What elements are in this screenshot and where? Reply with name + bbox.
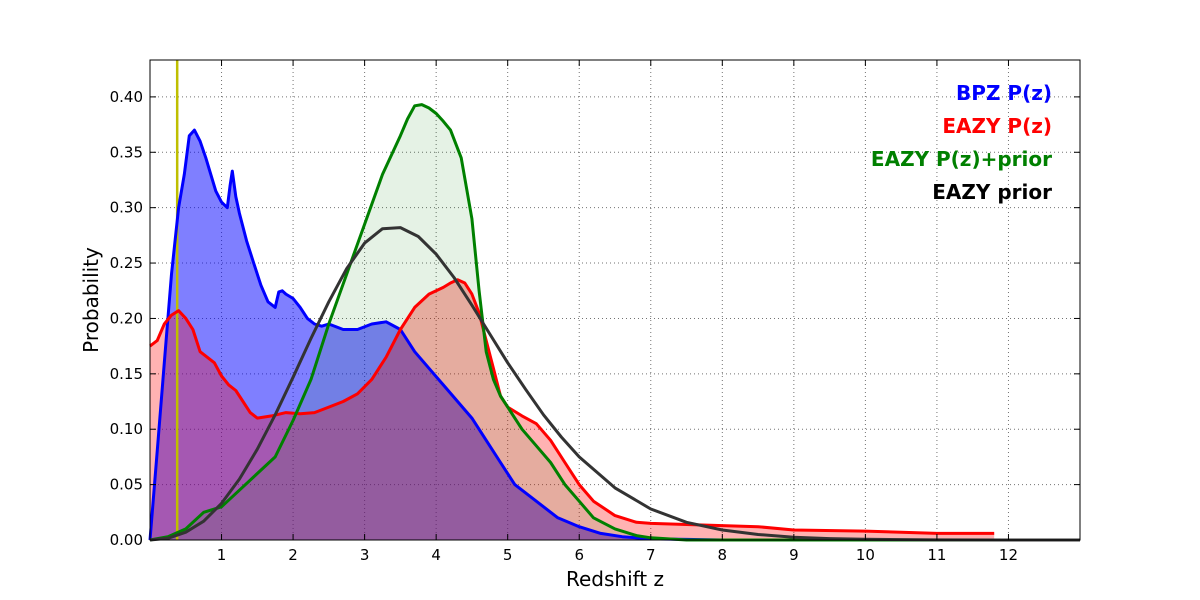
y-tick-label: 0.10 [110, 420, 143, 438]
grid [150, 60, 1080, 541]
x-tick-label: 6 [574, 546, 584, 564]
legend-eazy-prior: EAZY prior [932, 180, 1052, 204]
x-tick-label: 12 [999, 546, 1018, 564]
x-tick-label: 3 [360, 546, 370, 564]
y-axis-label: Probability [79, 247, 103, 353]
x-tick-label: 9 [789, 546, 799, 564]
eazy-prior-line [149, 226, 1080, 542]
x-tick-label: 2 [288, 546, 298, 564]
y-tick-label: 0.15 [110, 365, 143, 383]
y-tick-label: 0.25 [110, 254, 143, 272]
bpz-p-z-area [150, 130, 1080, 540]
legend: BPZ P(z) EAZY P(z) EAZY P(z)+prior EAZY pri… [871, 81, 1052, 204]
plot-frame [149, 59, 1081, 541]
eazy-p-z-prior-line [149, 103, 1080, 542]
x-tick-label: 1 [217, 546, 227, 564]
legend-eazy-p-z: EAZY P(z) [942, 114, 1052, 138]
x-tick-label: 10 [856, 546, 875, 564]
x-tick-label: 8 [718, 546, 728, 564]
x-axis-label: Redshift z [566, 567, 664, 591]
series-fills [150, 104, 1080, 540]
x-tick-label: 11 [927, 546, 946, 564]
y-tick-label: 0.00 [110, 531, 143, 549]
y-tick-label: 0.40 [110, 88, 143, 106]
eazy-p-z-area [150, 279, 995, 540]
x-tick-label: 4 [431, 546, 441, 564]
x-tick-label: 7 [646, 546, 656, 564]
y-tick-label: 0.20 [110, 309, 143, 327]
y-tick-label: 0.35 [110, 143, 143, 161]
eazy-p-z-line [149, 278, 995, 535]
y-tick-label: 0.05 [110, 476, 143, 494]
bpz-p-z-line [148, 128, 1080, 542]
legend-eazy-p-z-prior: EAZY P(z)+prior [871, 147, 1052, 171]
legend-bpz-p-z: BPZ P(z) [956, 81, 1052, 105]
y-tick-label: 0.30 [110, 199, 143, 217]
eazy-p-z-prior-area [150, 104, 1080, 540]
y-ticks: 0.00 0.05 0.10 0.15 0.20 0.25 0.30 0.35 0.40 [110, 88, 1080, 549]
x-ticks: 1 2 3 4 5 6 7 8 9 10 11 12 [217, 60, 1018, 564]
x-tick-label: 5 [503, 546, 513, 564]
series-lines [148, 103, 1080, 542]
